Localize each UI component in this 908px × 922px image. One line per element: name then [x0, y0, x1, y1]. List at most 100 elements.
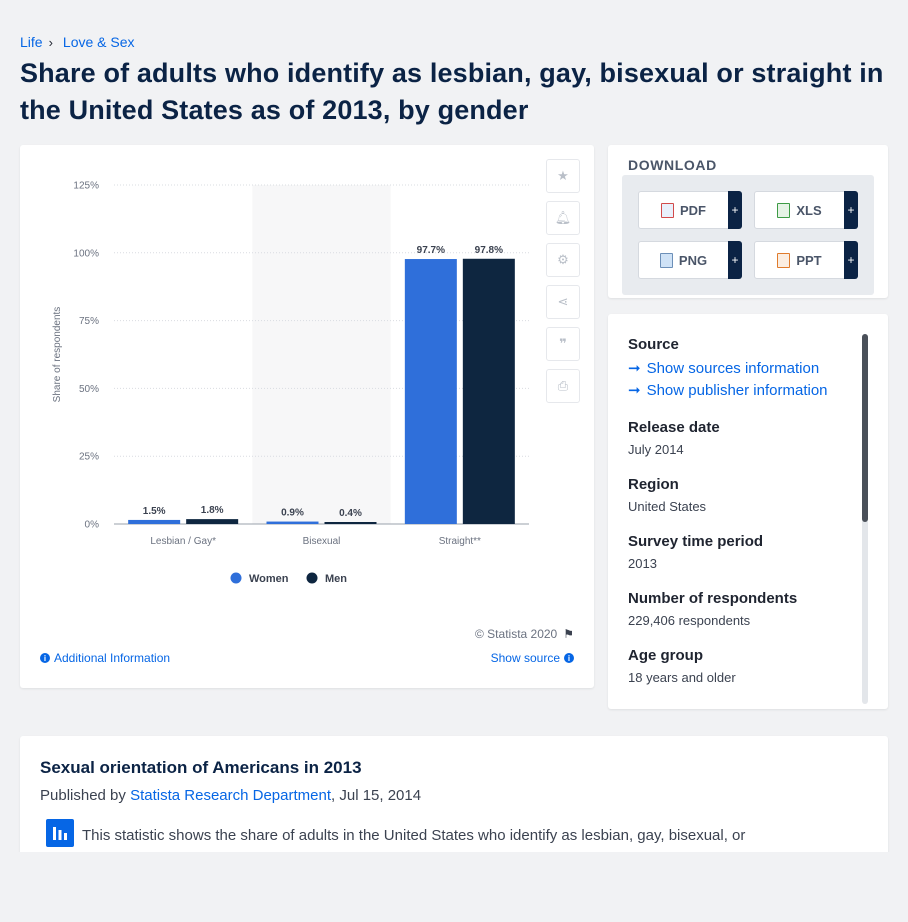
respondents-value: 229,406 respondents	[628, 613, 751, 628]
download-title: DOWNLOAD	[628, 157, 717, 173]
bar-chart: 0% 25% 50% 75% 100% 125% Share of respondents 1…	[52, 181, 529, 585]
page-background: Life › Love & Sex Share of adults who id…	[20, 34, 888, 876]
bar-women-1	[266, 521, 319, 524]
download-xls-button[interactable]: XLS +	[754, 191, 858, 229]
pdf-label: PDF	[680, 202, 706, 218]
publisher-link[interactable]: Statista Research Department	[130, 787, 332, 804]
statistic-icon	[46, 819, 74, 847]
data-label: 0.9%	[281, 508, 304, 519]
breadcrumb-item-life[interactable]: Life	[20, 34, 43, 50]
release-date-label: Release date	[628, 419, 720, 436]
publish-date: , Jul 15, 2014	[331, 787, 422, 804]
data-label: 0.4%	[339, 508, 362, 519]
scrollbar-thumb[interactable]	[862, 334, 868, 522]
respondents-label: Number of respondents	[628, 590, 798, 607]
source-label: Source	[628, 336, 679, 353]
age-group-label: Age group	[628, 647, 703, 664]
bar-women-2	[404, 259, 457, 524]
additional-info-link[interactable]: i Additional Information	[40, 651, 170, 665]
release-date-value: July 2014	[628, 442, 684, 457]
quote-icon: ❞	[559, 336, 567, 351]
data-label: 97.8%	[475, 245, 503, 256]
article-title: Sexual orientation of Americans in 2013	[40, 758, 362, 777]
plus-icon: +	[728, 241, 742, 279]
chart-card: 0% 25% 50% 75% 100% 125% Share of respondents 1…	[20, 145, 594, 688]
cite-button[interactable]: ❞	[546, 327, 580, 361]
bar-men-2	[462, 258, 515, 524]
gear-icon: ⚙	[557, 252, 569, 267]
page-title: Share of adults who identify as lesbian,…	[20, 58, 884, 125]
arrow-right-icon: ➞	[628, 360, 641, 377]
xls-label: XLS	[796, 202, 822, 218]
y-tick-label: 50%	[79, 384, 99, 395]
age-group-value: 18 years and older	[628, 670, 736, 685]
y-tick-label: 125%	[73, 181, 99, 192]
flag-icon[interactable]: ⚑	[563, 627, 574, 641]
plus-icon: +	[844, 241, 858, 279]
pdf-file-icon	[661, 202, 674, 218]
download-panel: PDF + XLS + PNG + PPT +	[622, 175, 874, 295]
region-value: United States	[628, 499, 707, 514]
legend-marker-men	[306, 572, 318, 584]
settings-button[interactable]: ⚙	[546, 243, 580, 277]
y-tick-label: 100%	[73, 248, 99, 259]
plus-icon: +	[844, 191, 858, 229]
favorite-button[interactable]: ★	[546, 159, 580, 193]
y-tick-label: 75%	[79, 316, 99, 327]
breadcrumb: Life › Love & Sex	[20, 34, 135, 50]
bar-women-0	[128, 519, 181, 524]
png-file-icon	[659, 252, 673, 268]
breadcrumb-separator-icon: ›	[48, 34, 53, 50]
download-card: DOWNLOAD PDF + XLS + PNG + PPT +	[608, 145, 888, 298]
print-icon: ⎙	[557, 378, 569, 393]
show-sources-label: Show sources information	[646, 359, 820, 377]
legend-label-women: Women	[249, 573, 289, 585]
scrollbar[interactable]	[862, 334, 868, 704]
ppt-label: PPT	[796, 252, 822, 268]
footer-band	[0, 852, 908, 922]
legend-marker-women	[230, 572, 242, 584]
copyright: © Statista 2020 ⚑	[475, 627, 574, 641]
xls-file-icon	[777, 202, 791, 218]
published-by-label: Published by	[40, 787, 126, 804]
show-source-link[interactable]: Show source i	[491, 651, 574, 665]
source-info-card: Source ➞ Show sources information ➞ Show p…	[608, 314, 888, 709]
notification-button[interactable]: 🔔︎	[546, 201, 580, 235]
x-tick-label: Bisexual	[303, 536, 341, 547]
show-sources-link[interactable]: ➞ Show sources information	[628, 359, 864, 378]
show-publisher-link[interactable]: ➞ Show publisher information	[628, 381, 864, 400]
article-byline: Published by Statista Research Departmen…	[40, 787, 421, 804]
data-label: 1.8%	[201, 505, 224, 516]
legend-label-men: Men	[325, 573, 347, 585]
download-ppt-button[interactable]: PPT +	[754, 241, 858, 279]
arrow-right-icon: ➞	[628, 382, 641, 399]
survey-period-value: 2013	[628, 556, 657, 571]
bell-icon: 🔔︎	[554, 210, 572, 225]
bar-men-1	[324, 522, 377, 524]
download-pdf-button[interactable]: PDF +	[638, 191, 742, 229]
data-label: 1.5%	[143, 506, 166, 517]
download-png-button[interactable]: PNG +	[638, 241, 742, 279]
y-tick-label: 0%	[85, 520, 100, 531]
copyright-text: © Statista 2020	[475, 627, 558, 641]
breadcrumb-item-love-sex[interactable]: Love & Sex	[62, 34, 135, 50]
y-axis-label: Share of respondents	[52, 307, 63, 403]
data-label: 97.7%	[417, 245, 445, 256]
region-label: Region	[628, 476, 679, 493]
x-tick-label: Lesbian / Gay*	[150, 536, 216, 547]
share-button[interactable]: ⋖	[546, 285, 580, 319]
show-source-label: Show source	[490, 651, 560, 665]
y-tick-label: 25%	[79, 452, 99, 463]
info-icon: i	[564, 653, 574, 663]
share-icon: ⋖	[557, 294, 569, 309]
info-icon: i	[40, 653, 50, 663]
plus-icon: +	[728, 191, 742, 229]
png-label: PNG	[678, 252, 708, 268]
category-highlight-band	[252, 185, 391, 524]
bar-men-0	[186, 519, 239, 524]
x-tick-label: Straight**	[439, 536, 481, 547]
additional-info-label: Additional Information	[54, 651, 171, 665]
star-icon: ★	[557, 168, 569, 183]
print-button[interactable]: ⎙	[546, 369, 580, 403]
article-body: This statistic shows the share of adults…	[82, 827, 746, 844]
